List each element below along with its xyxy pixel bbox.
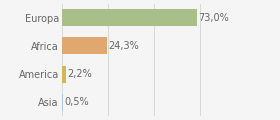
Text: 73,0%: 73,0% [198, 13, 229, 23]
Text: 2,2%: 2,2% [67, 69, 92, 79]
Bar [62, 66, 66, 83]
Text: 0,5%: 0,5% [64, 97, 89, 107]
Bar [62, 9, 197, 26]
Bar [62, 37, 106, 54]
Text: 24,3%: 24,3% [108, 41, 139, 51]
